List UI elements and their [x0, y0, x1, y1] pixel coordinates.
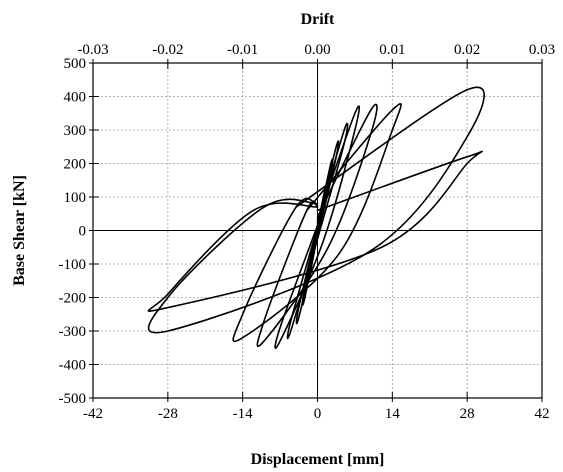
- x-tick-label: 0: [314, 406, 322, 422]
- x-tick-label: -14: [233, 406, 253, 422]
- hysteresis-loop-9: [147, 150, 483, 312]
- x2-tick-label: -0.03: [77, 42, 108, 58]
- x2-tick-label: -0.01: [227, 42, 258, 58]
- y-axis-title: Base Shear [kN]: [11, 175, 28, 286]
- hysteresis-loop-8: [147, 86, 485, 334]
- top-axis-title: Drift: [301, 11, 335, 28]
- y-tick-label: 100: [64, 190, 87, 206]
- y-tick-label: -300: [59, 324, 87, 340]
- y-tick-label: 0: [79, 224, 87, 240]
- x2-tick-label: -0.02: [152, 42, 183, 58]
- y-tick-label: -500: [59, 391, 87, 407]
- axis-ticks: -42 -28 -14 0 14 28 42 -0.03 -0.02 -0.01 0.00 0.01 0…: [59, 42, 556, 422]
- hysteresis-loop-5: [274, 105, 361, 349]
- y-tick-label: -100: [59, 257, 87, 273]
- x-tick-label: -28: [158, 406, 178, 422]
- y-tick-label: 300: [64, 123, 87, 139]
- x2-tick-label: 0.03: [529, 42, 555, 58]
- x2-tick-label: 0.00: [304, 42, 330, 58]
- y-tick-label: 400: [64, 90, 87, 106]
- x-tick-label: -42: [83, 406, 103, 422]
- x-tick-label: 42: [535, 406, 550, 422]
- x-tick-label: 14: [385, 406, 401, 422]
- y-tick-label: -200: [59, 291, 87, 307]
- x2-tick-label: 0.02: [454, 42, 480, 58]
- x-tick-label: 28: [460, 406, 475, 422]
- y-tick-label: 500: [64, 56, 87, 72]
- x2-tick-label: 0.01: [379, 42, 405, 58]
- hysteresis-curves: [147, 86, 485, 349]
- x-axis-title: Displacement [mm]: [251, 451, 385, 468]
- y-tick-label: -400: [59, 358, 87, 374]
- hysteresis-loop-4: [286, 122, 349, 340]
- hysteresis-loop-7: [232, 103, 402, 343]
- y-tick-label: 200: [64, 157, 87, 173]
